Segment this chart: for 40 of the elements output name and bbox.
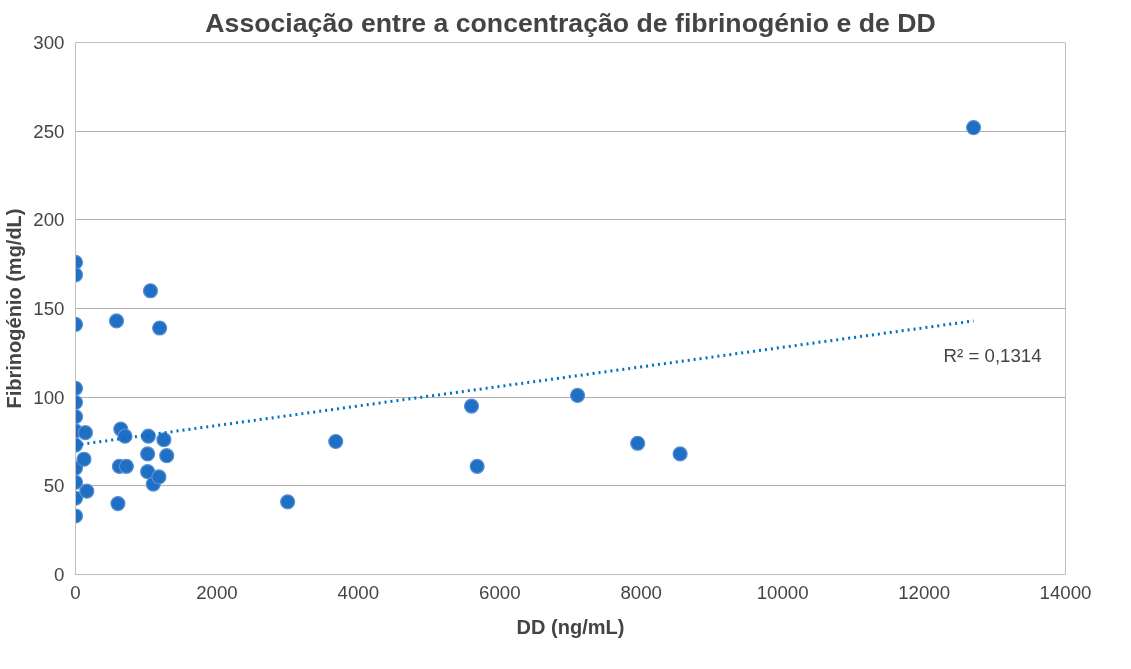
point <box>110 495 126 512</box>
point <box>140 446 156 462</box>
point <box>79 483 95 499</box>
y-tick-label: 300 <box>33 32 65 53</box>
point <box>965 120 982 136</box>
point <box>328 433 344 450</box>
y-axis-title: Fibrinogénio (mg/dL) <box>3 208 26 409</box>
point <box>463 398 480 414</box>
point <box>77 425 93 441</box>
point <box>569 387 586 403</box>
x-tick-label: 2000 <box>196 581 238 603</box>
x-tick-label: 6000 <box>479 581 521 603</box>
point <box>108 313 125 329</box>
x-tick-label: 12000 <box>898 581 951 603</box>
x-axis-title: DD (ng/mL) <box>516 615 625 638</box>
x-tick-label: 0 <box>70 581 81 603</box>
chart-title: Associação entre a concentração de fibrinogénio e de DD <box>205 7 936 38</box>
y-tick-label: 200 <box>33 209 65 231</box>
point <box>630 435 646 451</box>
y-tick-label: 150 <box>33 298 65 319</box>
point <box>142 283 159 299</box>
x-tick-label: 8000 <box>620 581 662 603</box>
point <box>76 451 92 467</box>
point <box>152 320 168 336</box>
y-tick-label: 100 <box>33 386 65 408</box>
y-tick-label: 50 <box>43 475 65 497</box>
y-tick-label: 0 <box>54 564 65 585</box>
x-tick-label: 14000 <box>1039 581 1092 603</box>
point <box>118 458 135 474</box>
point <box>151 469 167 485</box>
annotation: R² = 0,1314 <box>943 344 1042 366</box>
x-tick-label: 10000 <box>756 581 809 603</box>
point <box>156 432 172 448</box>
point <box>280 494 296 510</box>
point <box>672 446 688 462</box>
point <box>159 448 175 464</box>
x-tick-label: 4000 <box>337 581 380 603</box>
point <box>469 458 485 474</box>
point <box>117 428 133 444</box>
y-tick-label: 250 <box>33 120 65 142</box>
